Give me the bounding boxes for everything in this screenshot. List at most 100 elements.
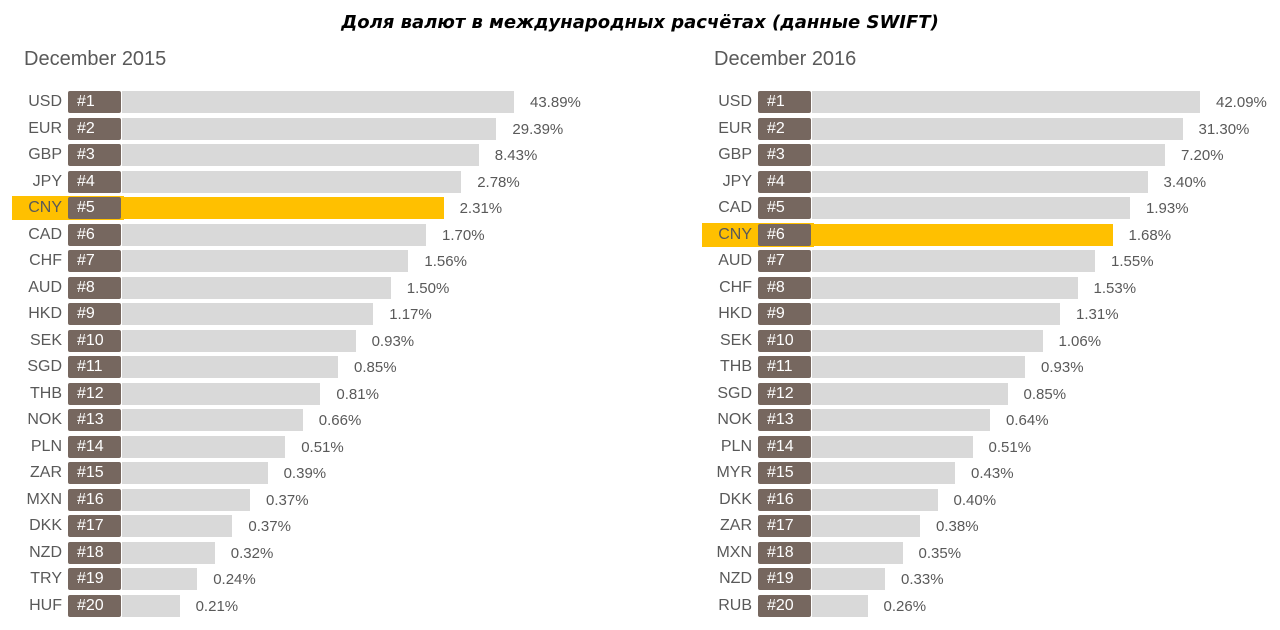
rank-badge: #4 — [758, 170, 811, 193]
bar-row: NZD #19 0.33% — [690, 567, 1280, 591]
currency-label: HKD — [28, 305, 62, 322]
bar — [122, 488, 250, 511]
value-label: 7.20% — [1181, 147, 1224, 164]
bar — [812, 117, 1183, 140]
bar-row: CNY #6 1.68% — [690, 222, 1280, 247]
rank-badge: #15 — [758, 462, 811, 484]
currency-label: DKK — [719, 490, 752, 508]
bar-row: CNY #5 2.31% — [0, 196, 620, 220]
currency-label: THB — [720, 358, 752, 375]
bar — [122, 541, 215, 564]
value-label: 1.68% — [1128, 226, 1172, 244]
value-label: 0.85% — [354, 359, 397, 376]
value-label: 0.93% — [1041, 359, 1084, 376]
value-label: 1.31% — [1076, 306, 1119, 323]
bar — [122, 462, 268, 484]
currency-label: AUD — [718, 252, 752, 269]
bar — [812, 515, 920, 537]
rank-badge: #6 — [68, 223, 121, 246]
value-label: 1.53% — [1093, 279, 1137, 297]
rank-badge: #16 — [758, 488, 811, 511]
bar — [812, 541, 903, 564]
bar-row: NZD #18 0.32% — [0, 541, 620, 565]
value-label: 31.30% — [1198, 120, 1250, 138]
rank-badge: #13 — [758, 409, 811, 431]
rank-badge: #5 — [758, 197, 811, 219]
bar — [122, 170, 462, 193]
rank-badge: #2 — [68, 117, 121, 140]
rank-badge: #20 — [758, 594, 811, 617]
bar-row: MYR #15 0.43% — [690, 461, 1280, 485]
value-label: 0.37% — [248, 518, 291, 535]
bar — [122, 382, 321, 405]
rank-badge: #8 — [758, 276, 811, 299]
currency-label: ZAR — [720, 517, 752, 534]
bar — [122, 197, 444, 219]
rank-badge: #11 — [758, 356, 811, 378]
currency-label: GBP — [28, 146, 62, 163]
currency-label: CHF — [719, 278, 752, 296]
value-label: 2.31% — [459, 200, 503, 217]
currency-label: MXN — [26, 490, 62, 508]
currency-label: TRY — [30, 570, 62, 587]
rank-badge: #3 — [68, 144, 121, 166]
currency-label: SGD — [717, 384, 752, 402]
bar-row: SEK #10 0.93% — [0, 329, 620, 353]
currency-label: PLN — [720, 437, 752, 455]
rank-badge: #10 — [758, 329, 811, 352]
currency-label: NZD — [29, 543, 62, 561]
rank-badge: #18 — [68, 541, 121, 564]
value-label: 43.89% — [530, 94, 581, 111]
bar — [812, 276, 1078, 299]
value-label: 0.43% — [971, 465, 1014, 482]
bar-row: NOK #13 0.66% — [0, 408, 620, 432]
bar-row: RUB #20 0.26% — [690, 594, 1280, 618]
bar — [812, 462, 955, 484]
bar-row: THB #12 0.81% — [0, 382, 620, 406]
currency-label: GBP — [718, 146, 752, 163]
bar — [122, 594, 180, 617]
currency-label: SEK — [719, 331, 752, 349]
bar-row: MXN #18 0.35% — [690, 541, 1280, 565]
value-label: 0.24% — [213, 571, 256, 588]
value-label: 0.66% — [318, 412, 362, 429]
value-label: 1.50% — [406, 279, 450, 297]
value-label: 0.93% — [371, 332, 415, 350]
value-label: 0.21% — [195, 597, 239, 615]
rank-badge: #1 — [68, 91, 121, 113]
bar — [122, 329, 356, 352]
rank-badge: #13 — [68, 409, 121, 431]
bar-row: DKK #17 0.37% — [0, 514, 620, 538]
bar — [122, 356, 338, 378]
bar — [122, 515, 233, 537]
currency-label: EUR — [718, 119, 752, 137]
bar-row: AUD #8 1.50% — [0, 276, 620, 300]
currency-label: USD — [28, 93, 62, 110]
value-label: 1.06% — [1058, 332, 1102, 350]
currency-label: NZD — [719, 570, 752, 587]
currency-label: RUB — [718, 596, 752, 614]
bar-row: USD #1 43.89% — [0, 90, 620, 114]
bar — [812, 197, 1130, 219]
bar — [812, 409, 990, 431]
bar-row: EUR #2 29.39% — [0, 117, 620, 141]
bar-row: HKD #9 1.31% — [690, 302, 1280, 326]
currency-label: NOK — [27, 411, 62, 428]
currency-label: USD — [718, 93, 752, 110]
currency-label: CAD — [28, 225, 62, 243]
bar-row: USD #1 42.09% — [690, 90, 1280, 114]
value-label: 8.43% — [494, 147, 538, 164]
value-label: 2.78% — [477, 173, 520, 191]
rank-badge: #17 — [758, 515, 811, 537]
currency-label: JPY — [32, 172, 62, 190]
currency-label: DKK — [29, 517, 62, 534]
bar — [812, 303, 1060, 325]
bar-row: ZAR #17 0.38% — [690, 514, 1280, 538]
value-label: 1.93% — [1146, 200, 1189, 217]
rank-badge: #7 — [758, 250, 811, 272]
panel-subtitle: December 2016 — [714, 48, 857, 70]
currency-label: HUF — [29, 596, 62, 614]
rank-badge: #17 — [68, 515, 121, 537]
currency-label: SGD — [27, 358, 62, 375]
value-label: 29.39% — [512, 120, 564, 138]
